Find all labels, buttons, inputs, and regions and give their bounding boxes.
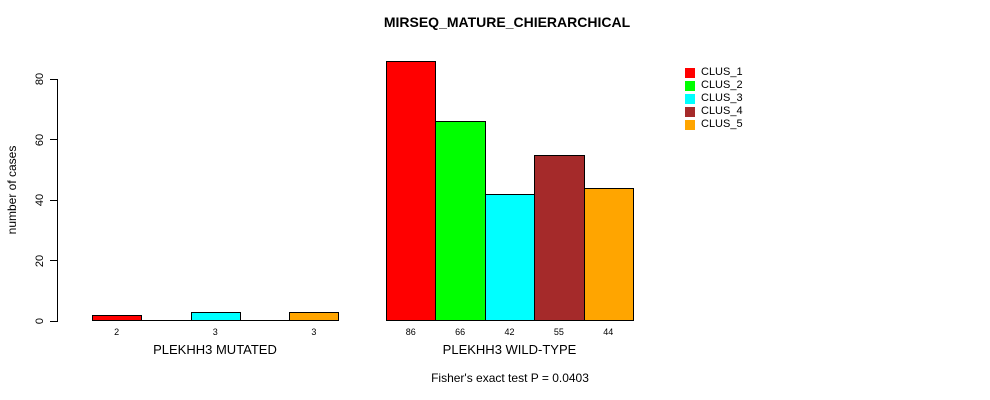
- legend-label: CLUS_5: [701, 118, 743, 130]
- y-tick-mark: [50, 199, 57, 201]
- legend-swatch-icon: [685, 67, 695, 78]
- bar-clus_1-wildtype: [386, 60, 437, 321]
- y-tick-label: 40: [34, 193, 46, 207]
- bar-value-label: 86: [405, 327, 416, 337]
- y-tick-mark: [50, 260, 57, 261]
- bar-clus_3-wildtype: [484, 193, 536, 321]
- legend-item-clus_5: CLUS_5: [685, 118, 743, 131]
- x-axis-label-wildtype: PLEKHH3 WILD-TYPE: [442, 342, 577, 357]
- legend-swatch-icon: [685, 119, 695, 130]
- legend-swatch-icon: [685, 80, 695, 91]
- y-tick-label: 60: [34, 133, 46, 146]
- bar-value-label: 44: [603, 327, 614, 337]
- bar-value-label: 55: [553, 327, 564, 337]
- y-axis-label: number of cases: [5, 145, 19, 235]
- bar-value-label: 2: [114, 327, 120, 337]
- y-tick-mark: [50, 78, 57, 80]
- bar-clus_4-wildtype: [534, 154, 585, 321]
- legend-item-clus_3: CLUS_3: [685, 92, 743, 105]
- legend-swatch-icon: [685, 106, 695, 117]
- legend: CLUS_1 CLUS_2 CLUS_3 CLUS_4 CLUS_5: [685, 66, 743, 131]
- bar-value-label: 3: [212, 327, 218, 337]
- y-tick-label: 20: [34, 254, 46, 267]
- legend-label: CLUS_3: [701, 92, 743, 104]
- x-axis-label-mutated: PLEKHH3 MUTATED: [153, 342, 277, 357]
- legend-label: CLUS_4: [701, 105, 743, 117]
- bar-clus_2-wildtype: [435, 121, 486, 321]
- fisher-test-annotation: Fisher's exact test P = 0.0403: [431, 371, 589, 385]
- bar-clus_5-wildtype: [583, 187, 634, 321]
- bar-clus_5-mutated: [289, 311, 340, 321]
- legend-item-clus_4: CLUS_4: [685, 105, 743, 118]
- y-tick-label: 0: [34, 317, 46, 325]
- legend-item-clus_2: CLUS_2: [685, 79, 743, 92]
- legend-label: CLUS_2: [701, 79, 743, 91]
- bar-value-label: 3: [311, 327, 317, 337]
- legend-item-clus_1: CLUS_1: [685, 66, 743, 79]
- bar-value-label: 42: [504, 327, 515, 337]
- y-tick-mark: [50, 139, 57, 140]
- y-tick-mark: [50, 320, 57, 322]
- chart-title: MIRSEQ_MATURE_CHIERARCHICAL: [383, 14, 631, 30]
- bar-clus_3-mutated: [190, 311, 241, 321]
- y-axis-line: [57, 79, 58, 322]
- bar-value-label: 66: [455, 327, 466, 337]
- legend-label: CLUS_1: [701, 66, 743, 78]
- y-tick-label: 80: [34, 72, 46, 86]
- legend-swatch-icon: [685, 93, 695, 104]
- bar-clus_1-mutated: [92, 314, 143, 321]
